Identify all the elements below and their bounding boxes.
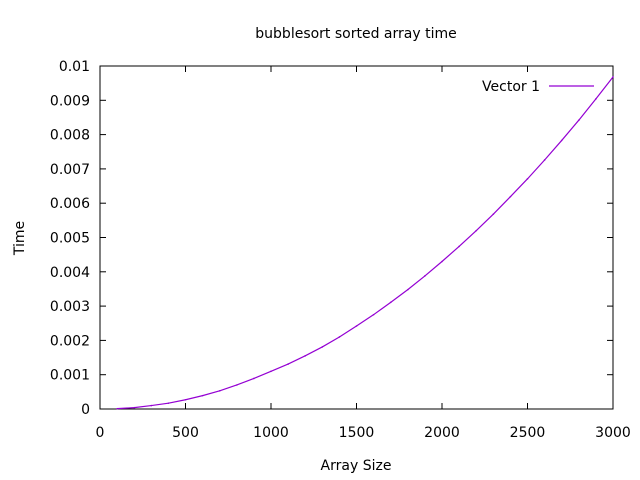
data-point: [424, 275, 426, 277]
data-point: [543, 159, 546, 161]
y-tick-label: 0.01: [59, 59, 90, 75]
series-group: [116, 76, 614, 410]
data-point: [116, 407, 118, 410]
data-point: [389, 301, 392, 304]
y-axis-label: Time: [12, 221, 28, 256]
y-tick-label: 0.003: [50, 299, 90, 315]
y-tick-label: 0.002: [50, 333, 90, 349]
x-tick-label: 500: [172, 425, 199, 441]
x-tick-label: 2500: [510, 425, 546, 441]
y-tick-label: 0.001: [50, 368, 90, 384]
data-point: [458, 245, 460, 248]
chart-title: bubblesort sorted array time: [255, 26, 456, 42]
data-point: [560, 139, 563, 142]
plot-frame: [99, 65, 614, 410]
data-point: [304, 355, 307, 357]
data-point: [509, 195, 512, 198]
data-point: [492, 213, 495, 215]
data-point: [167, 402, 170, 404]
x-tick-label: 1500: [339, 425, 375, 441]
series-line: [117, 76, 614, 410]
data-point: [201, 394, 204, 397]
data-point: [184, 398, 187, 401]
data-point: [270, 370, 272, 373]
x-tick-label: 0: [96, 425, 105, 441]
data-point: [236, 384, 238, 386]
data-point: [133, 406, 135, 409]
data-point: [595, 98, 597, 100]
y-tick-label: 0: [81, 402, 90, 418]
y-tick-label: 0.009: [50, 93, 90, 109]
y-tick-label: 0.005: [50, 231, 90, 247]
x-axis-label: Array Size: [321, 458, 392, 474]
data-point: [321, 346, 324, 348]
data-point: [578, 119, 580, 121]
y-tick-label: 0.007: [50, 162, 90, 178]
x-tick-label: 2000: [424, 425, 460, 441]
data-point: [253, 377, 255, 380]
data-point: [150, 404, 153, 407]
data-point: [475, 229, 478, 232]
y-tick-label: 0.004: [50, 265, 90, 281]
data-point: [218, 390, 221, 392]
data-point: [372, 313, 375, 316]
x-tick-label: 1000: [253, 425, 289, 441]
legend: Vector 1: [482, 79, 594, 95]
data-point: [287, 363, 289, 365]
data-point: [338, 336, 341, 338]
data-point: [526, 178, 529, 180]
data-point: [407, 288, 409, 291]
legend-label: Vector 1: [482, 79, 540, 95]
y-tick-label: 0.006: [50, 196, 90, 212]
data-point: [355, 325, 358, 327]
data-point: [612, 76, 614, 78]
data-point: [441, 260, 443, 263]
y-tick-label: 0.008: [50, 128, 90, 144]
x-tick-label: 3000: [595, 425, 631, 441]
axis-ticks: 0 500 1000 1500 2000 2500 3000 0 0.001 0.002 0.003…: [50, 59, 631, 441]
